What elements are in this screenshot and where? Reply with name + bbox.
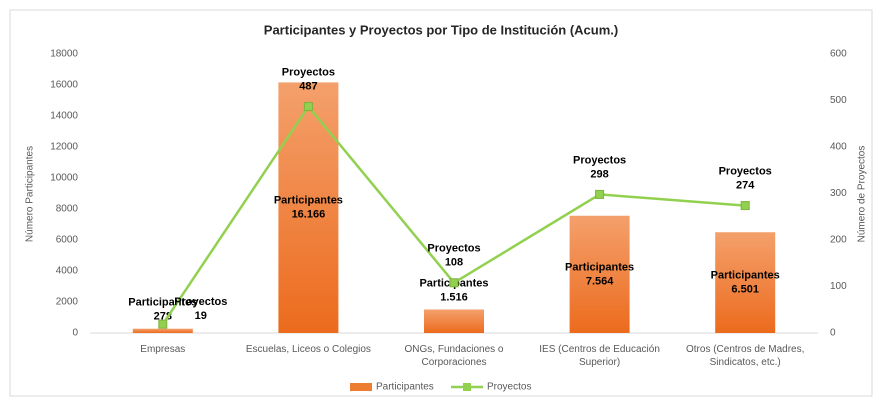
y-tick-label: 6000 <box>56 235 79 246</box>
bar-label: 7.564 <box>586 275 614 287</box>
line-marker <box>158 319 168 329</box>
y-axis-title: Número Participantes <box>25 146 36 242</box>
line-label-name: Proyectos <box>427 243 480 255</box>
bar <box>569 215 630 333</box>
y2-tick-label: 200 <box>830 235 847 246</box>
legend-swatch <box>463 383 471 391</box>
y2-tick-label: 100 <box>830 281 847 292</box>
chart-title: Participantes y Proyectos por Tipo de In… <box>264 22 618 37</box>
y2-tick-label: 300 <box>830 188 847 199</box>
bar-label-name: Participantes <box>711 270 780 282</box>
x-tick-label: ONGs, Fundaciones o Corporaciones <box>404 344 504 368</box>
line-label: 274 <box>736 179 755 191</box>
y-tick-label: 14000 <box>50 111 78 122</box>
line-label-name: Proyectos <box>719 165 772 177</box>
x-tick-label: IES (Centros de Educación Superior) <box>539 344 660 368</box>
x-tick-label: Escuelas, Liceos o Colegios <box>245 344 371 355</box>
legend-swatch <box>350 383 372 391</box>
line-label: 487 <box>299 80 317 92</box>
bar-label: 16.166 <box>292 209 326 221</box>
y-tick-label: 16000 <box>50 80 78 91</box>
bar-label: 6.501 <box>731 284 759 296</box>
bar-label-name: Participantes <box>274 195 343 207</box>
y2-tick-label: 500 <box>830 95 847 106</box>
bar-label-name: Participantes <box>565 261 634 273</box>
line-marker <box>303 102 313 112</box>
line-label-name: Proyectos <box>573 154 626 166</box>
y-tick-label: 0 <box>72 328 78 339</box>
legend-label: Proyectos <box>487 382 531 393</box>
y-tick-label: 18000 <box>50 49 78 60</box>
line-label: 108 <box>445 257 463 269</box>
line-marker <box>449 278 459 288</box>
bar <box>132 328 193 333</box>
y-tick-label: 10000 <box>50 173 78 184</box>
y2-tick-label: 0 <box>830 328 836 339</box>
line-label: 298 <box>590 168 608 180</box>
y-tick-label: 8000 <box>56 204 79 215</box>
line-marker <box>740 201 750 211</box>
y2-tick-label: 600 <box>830 49 847 60</box>
bar-label: 278 <box>154 311 172 323</box>
y-tick-label: 2000 <box>56 297 79 308</box>
y2-tick-label: 400 <box>830 142 847 153</box>
y-tick-label: 12000 <box>50 142 78 153</box>
line-label-name: Proyectos <box>282 66 335 78</box>
bar <box>278 82 339 333</box>
y-tick-label: 4000 <box>56 266 79 277</box>
x-tick-label: Otros (Centros de Madres, Sindicatos, et… <box>686 344 805 368</box>
bar <box>424 309 484 333</box>
line-label-name: Proyectos <box>174 296 227 308</box>
legend-label: Participantes <box>376 382 434 393</box>
x-tick-label: Empresas <box>140 344 186 355</box>
line-label: 19 <box>195 310 207 322</box>
line-marker <box>595 189 605 199</box>
bar-label: 1.516 <box>440 291 468 303</box>
bar <box>715 232 776 333</box>
y2-axis-title: Número de Proyectos <box>857 146 868 243</box>
